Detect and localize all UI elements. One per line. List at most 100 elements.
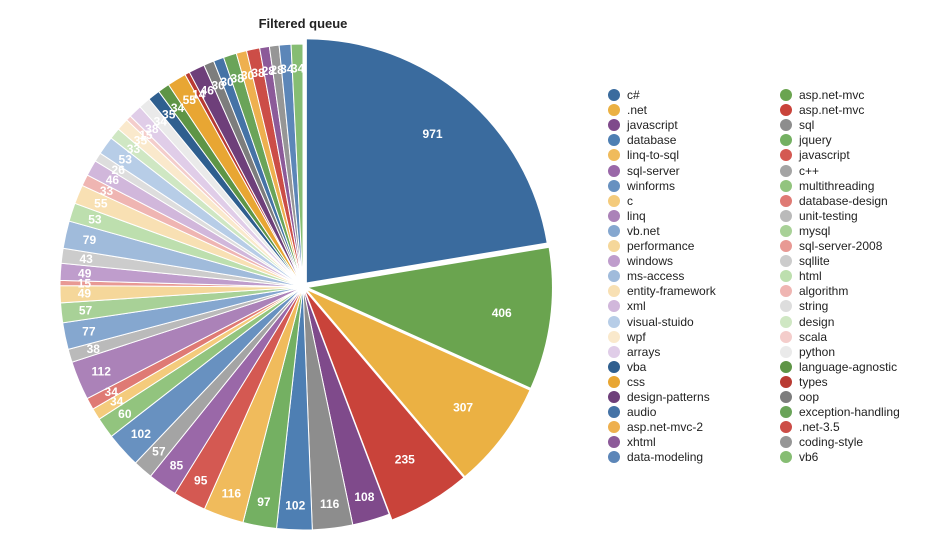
pie-slice-label: 38	[145, 122, 159, 136]
pie-slice-label: 971	[423, 127, 443, 141]
pie-slice-label: 108	[354, 490, 374, 504]
legend-item[interactable]: coding-style	[780, 435, 863, 450]
legend-swatch-icon	[608, 345, 620, 358]
legend-label: windows	[627, 254, 674, 269]
legend-item[interactable]: ms-access	[608, 269, 684, 284]
legend-label: python	[799, 344, 836, 359]
legend-item[interactable]: jquery	[780, 133, 832, 148]
legend-item[interactable]: design	[780, 315, 834, 330]
legend-item[interactable]: scala	[780, 330, 827, 345]
legend-label: language-agnostic	[799, 359, 898, 374]
legend-swatch-icon	[780, 315, 792, 328]
legend-swatch-icon	[780, 285, 792, 298]
pie-slices	[59, 39, 552, 531]
legend-item[interactable]: visual-stuido	[608, 315, 694, 330]
legend-swatch-icon	[780, 330, 792, 343]
legend-item[interactable]: vb6	[780, 450, 818, 465]
legend-item[interactable]: c++	[780, 164, 819, 179]
legend-item[interactable]: javascript	[608, 118, 678, 133]
legend-label: .net-3.5	[799, 420, 840, 435]
legend-item[interactable]: css	[608, 375, 645, 390]
pie-slice-label: 34	[280, 62, 294, 76]
pie-slice-label: 77	[82, 324, 96, 338]
legend-swatch-icon	[780, 375, 792, 388]
legend-swatch-icon	[608, 255, 620, 268]
legend-item[interactable]: xml	[608, 299, 646, 314]
legend-label: arrays	[627, 344, 661, 359]
pie-slice-label: 15	[78, 276, 92, 290]
legend-item[interactable]: sql-server	[608, 164, 680, 179]
legend-item[interactable]: c	[608, 194, 633, 209]
legend-item[interactable]: unit-testing	[780, 209, 858, 224]
legend-swatch-icon	[780, 134, 792, 147]
legend-label: sql	[799, 118, 815, 133]
legend-item[interactable]: asp.net-mvc-2	[608, 420, 703, 435]
legend-item[interactable]: sql	[780, 118, 814, 133]
legend-item[interactable]: language-agnostic	[780, 360, 897, 375]
legend-item[interactable]: linq	[608, 209, 646, 224]
legend-item[interactable]: asp.net-mvc	[780, 103, 864, 118]
pie-slice-label: 43	[79, 252, 93, 266]
legend-label: oop	[799, 390, 820, 404]
legend-item[interactable]: string	[780, 299, 828, 314]
legend-item[interactable]: audio	[608, 405, 656, 420]
legend-item[interactable]: sql-server-2008	[780, 239, 882, 254]
legend-item[interactable]: design-patterns	[608, 390, 710, 405]
legend-item[interactable]: arrays	[608, 345, 660, 360]
legend-item[interactable]: javascript	[780, 148, 850, 163]
legend-label: css	[627, 374, 645, 389]
legend-swatch-icon	[780, 255, 792, 268]
legend-item[interactable]: mysql	[780, 224, 830, 239]
pie-slice-label: 102	[285, 499, 305, 513]
legend-item[interactable]: linq-to-sql	[608, 148, 679, 163]
legend-item[interactable]: database-design	[780, 194, 888, 209]
pie-slice-label: 79	[83, 233, 97, 247]
pie-slice-label: 97	[257, 495, 271, 509]
legend-label: javascript	[799, 148, 850, 163]
legend-item[interactable]: oop	[780, 390, 819, 405]
pie-slice-label: 34	[154, 114, 168, 128]
legend-item[interactable]: windows	[608, 254, 673, 269]
legend-item[interactable]: wpf	[608, 330, 646, 345]
legend-item[interactable]: c#	[608, 88, 640, 103]
pie-slice-asp.net-mvc	[306, 292, 464, 520]
legend-item[interactable]: types	[780, 375, 828, 390]
legend-item[interactable]: multithreading	[780, 179, 874, 194]
pie-slice-label: 33	[127, 142, 141, 156]
legend-label: database-design	[799, 193, 888, 208]
legend-item[interactable]: algorithm	[780, 284, 848, 299]
legend-label: mysql	[799, 223, 831, 238]
pie-slice-label: 38	[87, 342, 101, 356]
legend-swatch-icon	[608, 149, 620, 162]
legend-item[interactable]: winforms	[608, 179, 675, 194]
pie-slice-label: 112	[92, 364, 112, 378]
pie-slice-label: 102	[131, 427, 151, 441]
legend-swatch-icon	[780, 436, 792, 449]
legend-item[interactable]: data-modeling	[608, 450, 703, 465]
pie-slice-label: 307	[453, 401, 473, 415]
legend-label: asp.net-mvc	[799, 88, 865, 102]
legend-label: c++	[799, 163, 820, 178]
legend-item[interactable]: database	[608, 133, 676, 148]
legend-label: html	[799, 269, 822, 284]
legend-item[interactable]: .net	[608, 103, 647, 118]
pie-slice-label: 46	[106, 173, 120, 187]
legend-swatch-icon	[608, 375, 620, 388]
legend-swatch-icon	[780, 391, 792, 403]
legend-swatch-icon	[608, 224, 620, 237]
legend-swatch-icon	[780, 406, 792, 419]
legend-item[interactable]: performance	[608, 239, 694, 254]
legend-item[interactable]: html	[780, 269, 822, 284]
legend-swatch-icon	[608, 194, 620, 207]
legend-item[interactable]: sqllite	[780, 254, 830, 269]
legend-item[interactable]: exception-handling	[780, 405, 900, 420]
legend-label: linq-to-sql	[627, 148, 680, 163]
legend-swatch-icon	[780, 360, 792, 373]
legend-item[interactable]: .net-3.5	[780, 420, 840, 435]
legend-item[interactable]: xhtml	[608, 435, 656, 450]
legend-item[interactable]: vb.net	[608, 224, 660, 239]
legend-item[interactable]: vba	[608, 360, 646, 375]
legend-item[interactable]: python	[780, 345, 835, 360]
legend-item[interactable]: asp.net-mvc	[780, 88, 864, 103]
legend-item[interactable]: entity-framework	[608, 284, 716, 299]
